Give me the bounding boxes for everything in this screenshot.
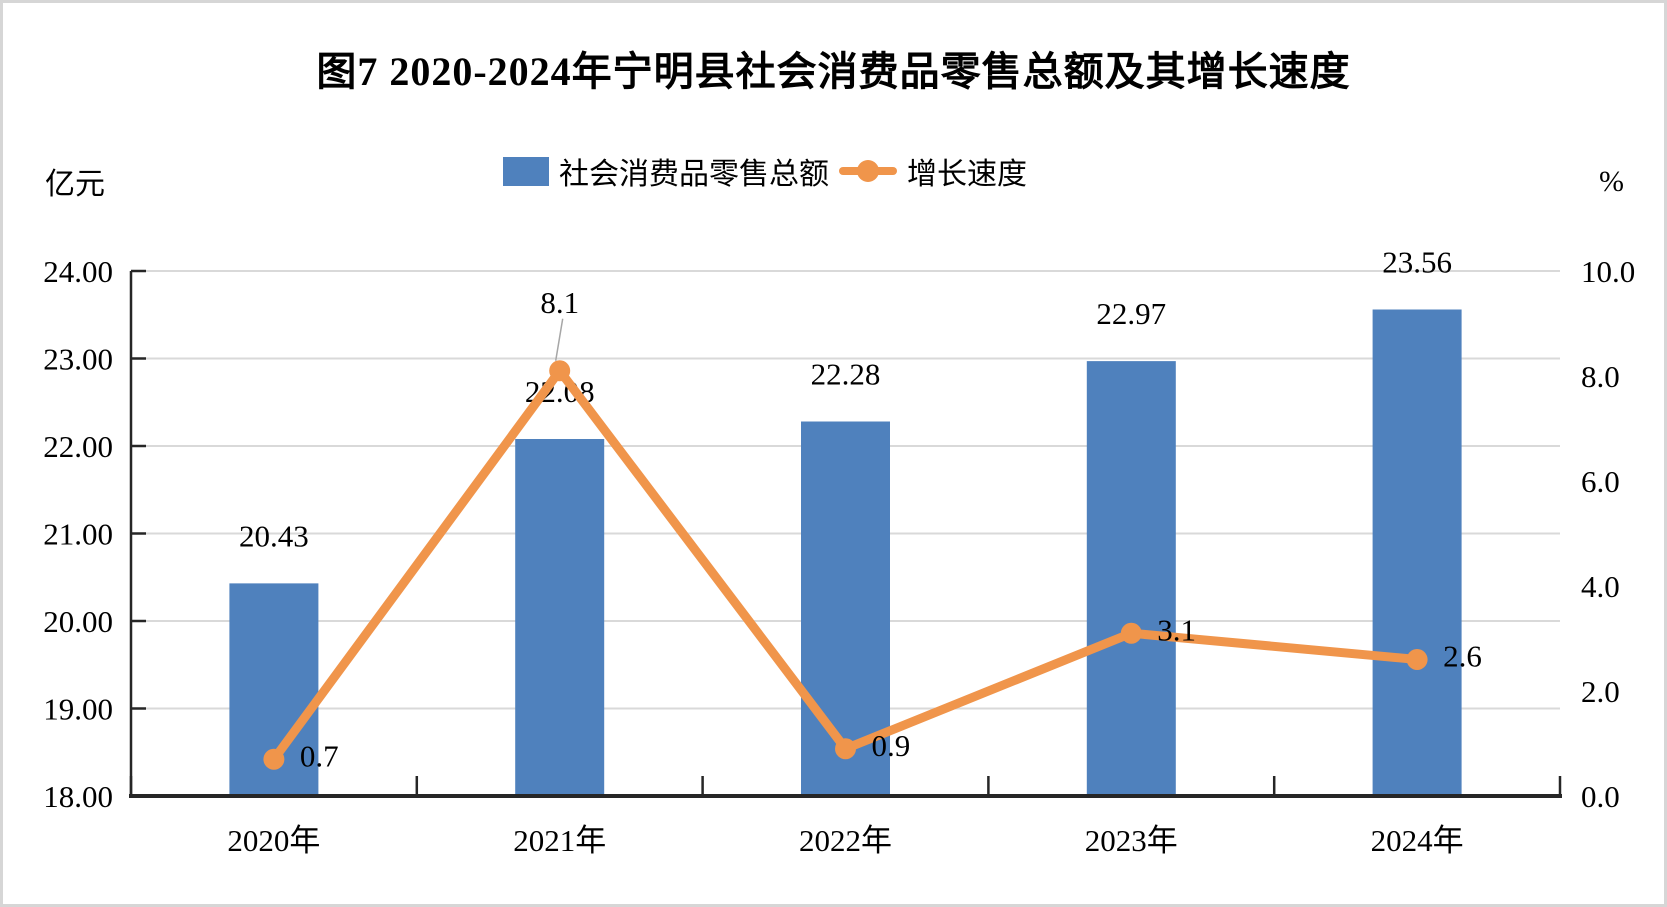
bar bbox=[515, 439, 605, 796]
right-axis-unit-label: % bbox=[1599, 165, 1624, 198]
bar-value-label: 22.97 bbox=[1096, 296, 1166, 331]
bar-value-label: 20.43 bbox=[239, 518, 309, 553]
y-axis-tick-label: 18.00 bbox=[43, 779, 113, 814]
legend-bar-label: 社会消费品零售总额 bbox=[559, 158, 829, 191]
y-axis-tick-label: 22.00 bbox=[43, 429, 113, 464]
y-axis-tick-label: 20.00 bbox=[43, 604, 113, 639]
bar-value-label: 23.56 bbox=[1382, 245, 1452, 280]
chart-title: 图7 2020-2024年宁明县社会消费品零售总额及其增长速度 bbox=[316, 49, 1351, 94]
bar-value-label: 22.28 bbox=[811, 357, 881, 392]
legend: 社会消费品零售总额 增长速度 bbox=[503, 151, 1027, 191]
y2-axis-tick-label: 4.0 bbox=[1581, 569, 1620, 604]
x-axis-label: 2023年 bbox=[1085, 823, 1178, 858]
y2-axis-tick-label: 0.0 bbox=[1581, 779, 1620, 814]
x-axis-label: 2022年 bbox=[799, 823, 892, 858]
y2-axis-tick-label: 8.0 bbox=[1581, 359, 1620, 394]
y-axis-tick-label: 19.00 bbox=[43, 692, 113, 727]
y-axis-tick-label: 24.00 bbox=[43, 254, 113, 289]
growth-point bbox=[1406, 649, 1428, 670]
legend-line-marker bbox=[839, 160, 897, 182]
x-axis-label: 2021年 bbox=[513, 823, 606, 858]
plot-area: 24.00 23.00 22.00 21.00 20.00 19.00 18.00 10.0 8… bbox=[43, 245, 1635, 859]
left-axis-unit-label: 亿元 bbox=[45, 168, 105, 201]
legend-line-label: 增长速度 bbox=[907, 158, 1027, 191]
y2-axis-tick-label: 10.0 bbox=[1581, 254, 1635, 289]
y-axis-tick-label: 21.00 bbox=[43, 517, 113, 552]
y-axis-tick-label: 23.00 bbox=[43, 342, 113, 377]
growth-value-label: 0.7 bbox=[300, 738, 339, 773]
y2-axis-tick-label: 6.0 bbox=[1581, 464, 1620, 499]
label-leader-line bbox=[554, 318, 564, 361]
growth-point bbox=[263, 748, 285, 770]
bar bbox=[1372, 309, 1462, 796]
x-axis-label: 2020年 bbox=[227, 823, 320, 858]
growth-value-label: 2.6 bbox=[1443, 639, 1482, 674]
growth-value-label: 0.9 bbox=[872, 728, 911, 763]
growth-point bbox=[835, 738, 856, 760]
growth-value-label: 3.1 bbox=[1157, 612, 1196, 647]
y2-axis-tick-label: 2.0 bbox=[1581, 674, 1620, 709]
legend-line-dot bbox=[857, 160, 879, 182]
bar bbox=[1086, 361, 1176, 796]
growth-point bbox=[549, 360, 571, 382]
growth-value-label: 8.1 bbox=[540, 285, 579, 320]
legend-bar-swatch bbox=[503, 156, 549, 186]
x-axis-label: 2024年 bbox=[1371, 823, 1464, 858]
growth-point bbox=[1120, 622, 1142, 644]
